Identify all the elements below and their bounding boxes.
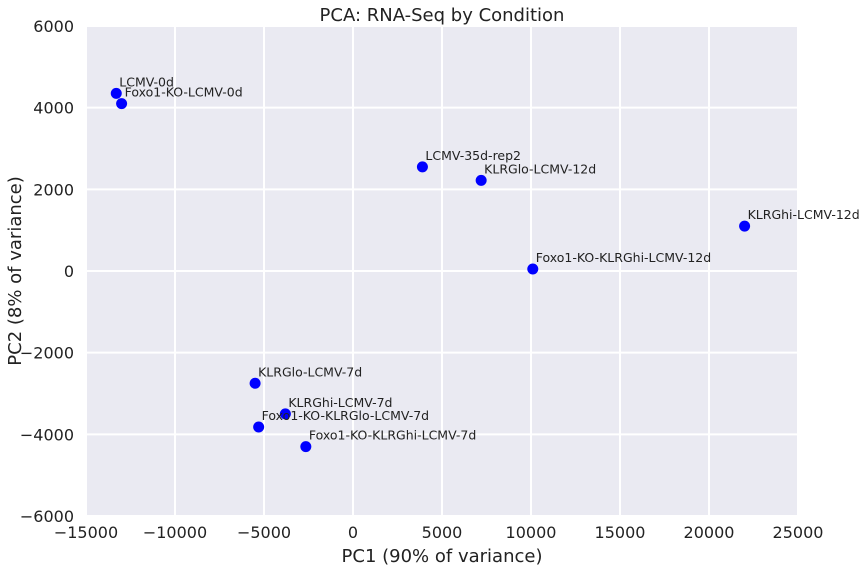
x-tick-label: −5000 (237, 523, 291, 542)
data-point (116, 98, 128, 110)
x-tick-label: 25000 (773, 523, 824, 542)
chart-title: PCA: RNA-Seq by Condition (320, 5, 565, 26)
data-point (110, 87, 122, 99)
data-point (253, 421, 265, 433)
data-point-label: KLRGhi-LCMV-12d (748, 207, 860, 222)
data-point-label: Foxo1-KO-KLRGhi-LCMV-7d (309, 428, 476, 443)
data-point-label: KLRGlo-LCMV-12d (484, 161, 596, 176)
y-axis-label: PC2 (8% of variance) (5, 176, 26, 365)
x-tick-label: 15000 (595, 523, 646, 542)
y-tick-label: −4000 (20, 425, 74, 444)
grid-lines (85, 25, 799, 517)
x-tick-label: −15000 (54, 523, 118, 542)
x-tick-label: 0 (348, 523, 358, 542)
y-tick-label: −6000 (20, 507, 74, 526)
data-point (300, 441, 312, 453)
data-point-label: KLRGlo-LCMV-7d (258, 364, 362, 379)
data-point (249, 377, 261, 389)
x-tick-labels: −15000 −10000 −5000 0 5000 10000 15000 20000 250… (54, 523, 824, 542)
data-point (416, 161, 428, 173)
data-point-label: Foxo1-KO-KLRGhi-LCMV-12d (536, 250, 711, 265)
data-point-label: Foxo1-KO-LCMV-0d (125, 85, 243, 100)
data-point (739, 220, 751, 232)
y-tick-label: 4000 (33, 99, 74, 118)
x-tick-label: 20000 (684, 523, 735, 542)
data-point-label: Foxo1-KO-KLRGlo-LCMV-7d (262, 408, 429, 423)
x-tick-label: 5000 (422, 523, 463, 542)
data-points (110, 87, 751, 453)
y-tick-labels: −6000 −4000 −2000 0 2000 4000 6000 (20, 17, 74, 526)
data-point-label: LCMV-35d-rep2 (425, 148, 521, 163)
y-tick-label: −2000 (20, 344, 74, 363)
y-tick-label: 2000 (33, 180, 74, 199)
x-axis-label: PC1 (90% of variance) (342, 546, 543, 567)
data-point (279, 408, 291, 420)
x-tick-label: −10000 (143, 523, 207, 542)
y-tick-label: 6000 (33, 17, 74, 36)
data-point-label: KLRGhi-LCMV-7d (288, 395, 392, 410)
data-point (527, 263, 539, 275)
x-tick-label: 10000 (506, 523, 557, 542)
data-point (475, 174, 487, 186)
y-tick-label: 0 (64, 262, 74, 281)
point-labels: LCMV-0dFoxo1-KO-LCMV-0dLCMV-35d-rep2KLRG… (119, 74, 859, 442)
data-point-label: LCMV-0d (119, 74, 174, 89)
